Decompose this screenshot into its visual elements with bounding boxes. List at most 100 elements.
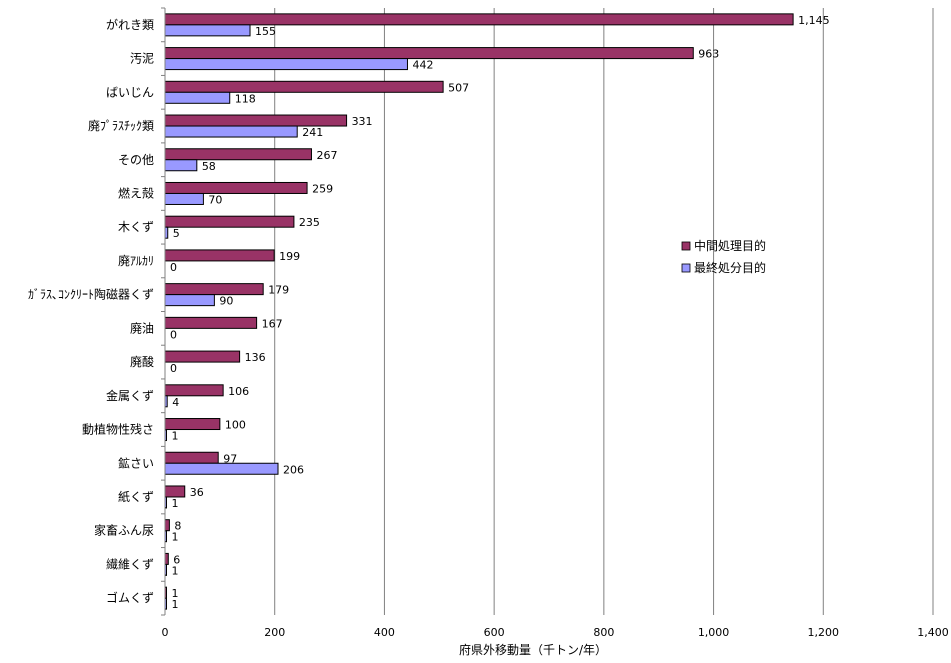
bar-intermediate: [164, 283, 264, 296]
x-tick-label: 600: [484, 626, 505, 639]
bar-intermediate: [164, 418, 221, 431]
bar-final: [164, 24, 251, 37]
category-label: ｶﾞﾗｽ､ｺﾝｸﾘｰﾄ陶磁器くず: [28, 287, 154, 302]
category-label: ばいじん: [106, 85, 154, 99]
bar-intermediate: [164, 47, 694, 60]
legend: 中間処理目的 最終処分目的: [681, 238, 766, 275]
legend-swatch-intermediate: [681, 241, 691, 251]
bar-intermediate: [164, 519, 170, 532]
value-label-intermediate: 6: [173, 553, 180, 566]
value-label-intermediate: 331: [352, 115, 373, 128]
x-tick-label: 400: [374, 626, 395, 639]
bar-intermediate: [164, 148, 312, 161]
value-label-intermediate: 179: [268, 284, 289, 297]
x-tick-labels: 0 200 400 600 800 1,000 1,200 1,400: [162, 626, 949, 639]
bar-intermediate: [164, 316, 258, 329]
category-label: 廃酸: [130, 354, 154, 369]
value-label-intermediate: 100: [225, 419, 246, 432]
category-label: 金属くず: [106, 388, 154, 403]
bar-final: [164, 91, 231, 104]
bar-final: [164, 192, 204, 205]
value-label-final: 1: [172, 531, 179, 544]
value-label-intermediate: 259: [312, 182, 333, 195]
value-label-final: 58: [202, 160, 216, 173]
value-label-intermediate: 36: [190, 486, 204, 499]
value-label-intermediate: 235: [299, 216, 320, 229]
axes: [161, 7, 166, 616]
x-axis-title: 府県外移動量（千トン/年）: [459, 642, 607, 657]
value-label-final: 90: [219, 295, 233, 308]
value-label-final: 1: [172, 430, 179, 443]
value-label-intermediate: 8: [174, 520, 181, 533]
value-label-intermediate: 97: [223, 452, 237, 465]
value-label-final: 0: [170, 261, 177, 274]
value-label-final: 1: [172, 564, 179, 577]
bar-intermediate: [164, 384, 224, 397]
category-label: 動植物性残さ: [82, 422, 154, 437]
x-tick-label: 800: [593, 626, 614, 639]
bar-intermediate: [164, 80, 444, 93]
legend-label-final: 最終処分目的: [694, 260, 766, 275]
bar-intermediate: [164, 350, 241, 363]
value-label-final: 70: [208, 193, 222, 206]
value-label-final: 5: [173, 227, 180, 240]
value-label-intermediate: 106: [228, 385, 249, 398]
x-tick-label: 0: [162, 626, 169, 639]
category-label: 紙くず: [118, 489, 154, 504]
bar-intermediate: [164, 181, 308, 194]
value-label-final: 1: [172, 497, 179, 510]
value-label-final: 241: [302, 126, 323, 139]
value-label-intermediate: 167: [262, 317, 283, 330]
value-label-final: 0: [170, 362, 177, 375]
value-label-final: 155: [255, 25, 276, 38]
x-tick-label: 1,400: [917, 626, 949, 639]
value-label-final: 0: [170, 328, 177, 341]
value-label-final: 442: [412, 59, 433, 72]
bar-intermediate: [164, 13, 794, 26]
legend-label-intermediate: 中間処理目的: [694, 238, 766, 253]
bar-final: [164, 125, 298, 138]
category-label: 汚泥: [130, 52, 154, 66]
category-label: がれき類: [106, 17, 154, 32]
bar-intermediate: [164, 451, 219, 464]
value-label-final: 1: [172, 598, 179, 611]
value-labels: 1,14515596344250711833124126758259702355…: [170, 14, 830, 611]
x-tick-label: 1,000: [698, 626, 730, 639]
bar-final: [164, 159, 198, 172]
category-label: 繊維くず: [106, 557, 154, 571]
x-tick-label: 1,200: [808, 626, 840, 639]
bar-intermediate: [164, 249, 275, 262]
legend-swatch-final: [681, 263, 691, 273]
bar-final: [164, 462, 279, 475]
category-label: 廃ｱﾙｶﾘ: [118, 253, 154, 268]
value-label-final: 4: [172, 396, 179, 409]
value-label-intermediate: 507: [448, 81, 469, 94]
value-label-intermediate: 1,145: [798, 14, 830, 27]
category-label: 家畜ふん尿: [94, 523, 154, 538]
bars: [164, 13, 794, 610]
category-label: 木くず: [118, 220, 154, 234]
value-label-intermediate: 267: [316, 149, 337, 162]
category-label: ゴムくず: [106, 590, 154, 605]
bar-intermediate: [164, 114, 348, 127]
bar-intermediate: [164, 215, 295, 228]
value-label-intermediate: 136: [245, 351, 266, 364]
category-label: 燃え殻: [118, 185, 154, 200]
value-label-final: 206: [283, 463, 304, 476]
category-label: 鉱さい: [118, 455, 154, 470]
bar-final: [164, 58, 408, 71]
bar-final: [164, 294, 215, 307]
category-label: 廃ﾌﾟﾗｽﾁｯｸ類: [88, 118, 154, 133]
value-label-final: 118: [235, 92, 256, 105]
value-label-intermediate: 1: [172, 587, 179, 600]
category-label: 廃油: [130, 320, 154, 335]
value-label-intermediate: 963: [698, 48, 719, 61]
bar-intermediate: [164, 485, 186, 498]
category-label: その他: [118, 153, 154, 167]
gridlines: [274, 8, 934, 615]
value-label-intermediate: 199: [279, 250, 300, 263]
x-tick-label: 200: [264, 626, 285, 639]
